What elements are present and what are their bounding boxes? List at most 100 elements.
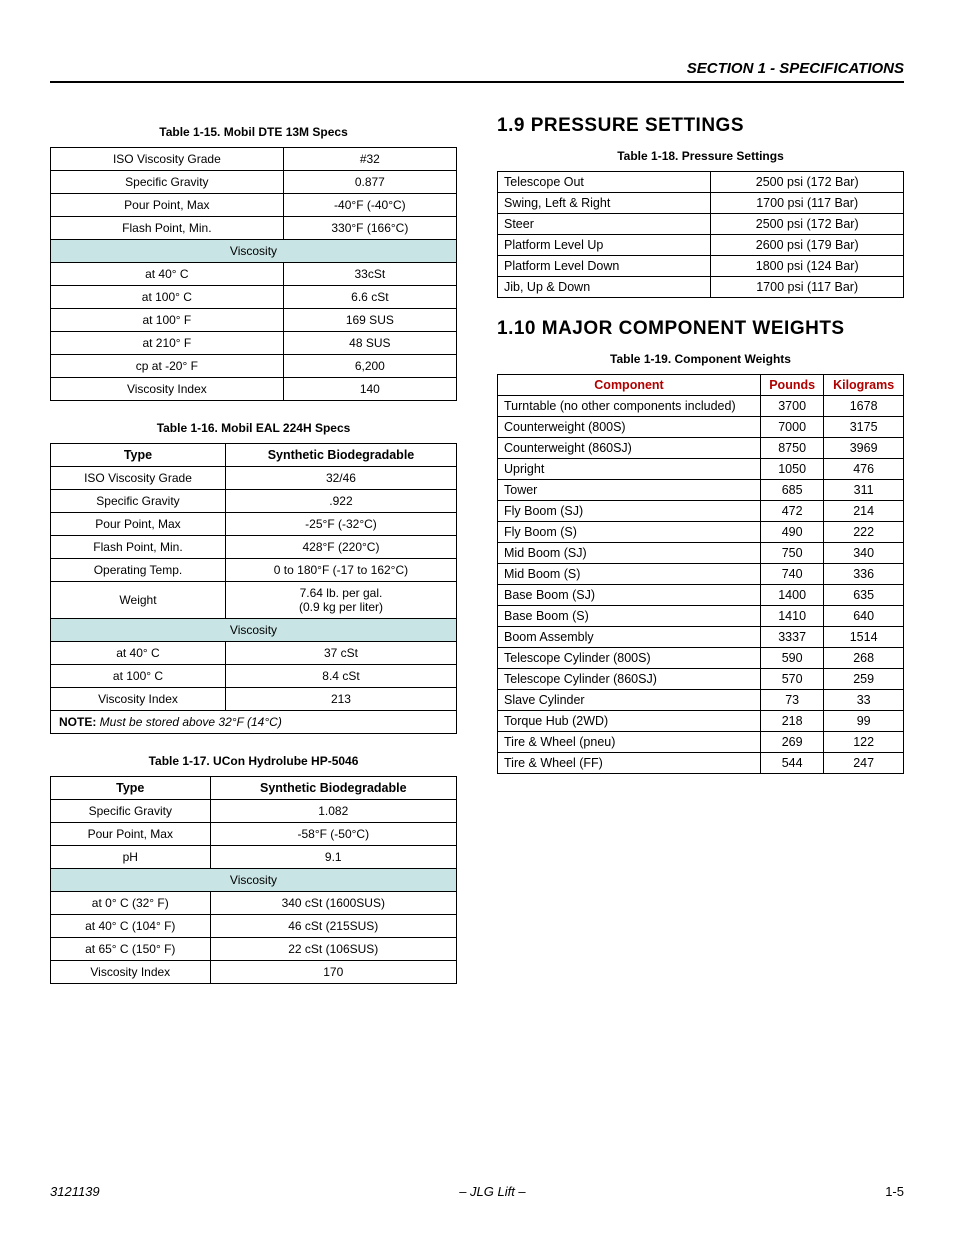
cell-value: 7000: [761, 417, 824, 438]
cell-value: 6.6 cSt: [283, 286, 456, 309]
cell-label: ISO Viscosity Grade: [51, 148, 284, 171]
cell-value: 22 cSt (106SUS): [210, 938, 456, 961]
col-value: Synthetic Biodegradable: [225, 444, 456, 467]
heading-component-weights: 1.10 MAJOR COMPONENT WEIGHTS: [497, 318, 904, 340]
cell-value: 32/46: [225, 467, 456, 490]
cell-label: Viscosity Index: [51, 378, 284, 401]
cell-value: 2500 psi (172 Bar): [711, 214, 904, 235]
cell-value: 1678: [824, 396, 904, 417]
cell-label: Specific Gravity: [51, 171, 284, 194]
cell-component: Torque Hub (2WD): [498, 711, 761, 732]
cell-component: Slave Cylinder: [498, 690, 761, 711]
cell-value: 3969: [824, 438, 904, 459]
cell-label: Platform Level Up: [498, 235, 711, 256]
cell-value: 140: [283, 378, 456, 401]
cell-component: Fly Boom (SJ): [498, 501, 761, 522]
cell-label: Flash Point, Min.: [51, 536, 226, 559]
cell-value: 3700: [761, 396, 824, 417]
cell-label: Pour Point, Max: [51, 823, 211, 846]
cell-component: Counterweight (800S): [498, 417, 761, 438]
cell-value: 476: [824, 459, 904, 480]
cell-value: 340: [824, 543, 904, 564]
cell-value: 340 cSt (1600SUS): [210, 892, 456, 915]
cell-value: 37 cSt: [225, 642, 456, 665]
cell-label: at 100° F: [51, 309, 284, 332]
cell-label: Specific Gravity: [51, 800, 211, 823]
viscosity-section: Viscosity: [51, 869, 457, 892]
cell-value: 122: [824, 732, 904, 753]
cell-value: 0 to 180°F (-17 to 162°C): [225, 559, 456, 582]
page-footer: 3121139 – JLG Lift – 1-5: [50, 1184, 904, 1199]
cell-component: Counterweight (860SJ): [498, 438, 761, 459]
cell-value: 170: [210, 961, 456, 984]
cell-label: at 100° C: [51, 286, 284, 309]
cell-value: 8750: [761, 438, 824, 459]
table-1-15: ISO Viscosity Grade#32Specific Gravity0.…: [50, 147, 457, 401]
cell-value: 640: [824, 606, 904, 627]
cell-value: 33: [824, 690, 904, 711]
cell-value: 1700 psi (117 Bar): [711, 193, 904, 214]
cell-value: 750: [761, 543, 824, 564]
cell-label: ISO Viscosity Grade: [51, 467, 226, 490]
cell-value: 1400: [761, 585, 824, 606]
cell-value: 685: [761, 480, 824, 501]
cell-label: at 40° C: [51, 263, 284, 286]
cell-value: -58°F (-50°C): [210, 823, 456, 846]
table-1-16-title: Table 1-16. Mobil EAL 224H Specs: [50, 421, 457, 435]
cell-value: 1800 psi (124 Bar): [711, 256, 904, 277]
cell-value: 0.877: [283, 171, 456, 194]
cell-label: Pour Point, Max: [51, 513, 226, 536]
cell-label: at 210° F: [51, 332, 284, 355]
cell-value: 1.082: [210, 800, 456, 823]
cell-value: 269: [761, 732, 824, 753]
cell-value: 590: [761, 648, 824, 669]
cell-value: #32: [283, 148, 456, 171]
table-1-19-title: Table 1-19. Component Weights: [497, 352, 904, 366]
cell-label: Flash Point, Min.: [51, 217, 284, 240]
cell-component: Tower: [498, 480, 761, 501]
cell-component: Tire & Wheel (FF): [498, 753, 761, 774]
cell-value: 213: [225, 688, 456, 711]
cell-label: at 40° C (104° F): [51, 915, 211, 938]
viscosity-section: Viscosity: [51, 619, 457, 642]
cell-component: Base Boom (SJ): [498, 585, 761, 606]
cell-value: 740: [761, 564, 824, 585]
cell-value: 428°F (220°C): [225, 536, 456, 559]
table-1-17-title: Table 1-17. UCon Hydrolube HP-5046: [50, 754, 457, 768]
cell-value: 2600 psi (179 Bar): [711, 235, 904, 256]
cell-value: 1514: [824, 627, 904, 648]
cell-value: 247: [824, 753, 904, 774]
cell-label: Operating Temp.: [51, 559, 226, 582]
cell-value: 330°F (166°C): [283, 217, 456, 240]
col-type: Type: [51, 777, 211, 800]
cell-value: 336: [824, 564, 904, 585]
cell-component: Telescope Cylinder (860SJ): [498, 669, 761, 690]
cell-component: Turntable (no other components included): [498, 396, 761, 417]
table-1-16: Type Synthetic Biodegradable ISO Viscosi…: [50, 443, 457, 734]
cell-value: 570: [761, 669, 824, 690]
right-column: 1.9 PRESSURE SETTINGS Table 1-18. Pressu…: [497, 113, 904, 1004]
cell-label: cp at -20° F: [51, 355, 284, 378]
cell-value: 46 cSt (215SUS): [210, 915, 456, 938]
cell-value: 73: [761, 690, 824, 711]
cell-component: Mid Boom (S): [498, 564, 761, 585]
content-columns: Table 1-15. Mobil DTE 13M Specs ISO Visc…: [50, 113, 904, 1004]
cell-label: Weight: [51, 582, 226, 619]
cell-component: Fly Boom (S): [498, 522, 761, 543]
cell-label: Specific Gravity: [51, 490, 226, 513]
cell-component: Mid Boom (SJ): [498, 543, 761, 564]
cell-value: 635: [824, 585, 904, 606]
cell-value: 222: [824, 522, 904, 543]
table-1-18-title: Table 1-18. Pressure Settings: [497, 149, 904, 163]
cell-label: at 0° C (32° F): [51, 892, 211, 915]
cell-value: 6,200: [283, 355, 456, 378]
cell-value: 214: [824, 501, 904, 522]
cell-value: 99: [824, 711, 904, 732]
cell-label: Platform Level Down: [498, 256, 711, 277]
footer-left: 3121139: [50, 1184, 100, 1199]
cell-label: at 100° C: [51, 665, 226, 688]
cell-label: Jib, Up & Down: [498, 277, 711, 298]
cell-value: 33cSt: [283, 263, 456, 286]
cell-component: Upright: [498, 459, 761, 480]
cell-component: Base Boom (S): [498, 606, 761, 627]
